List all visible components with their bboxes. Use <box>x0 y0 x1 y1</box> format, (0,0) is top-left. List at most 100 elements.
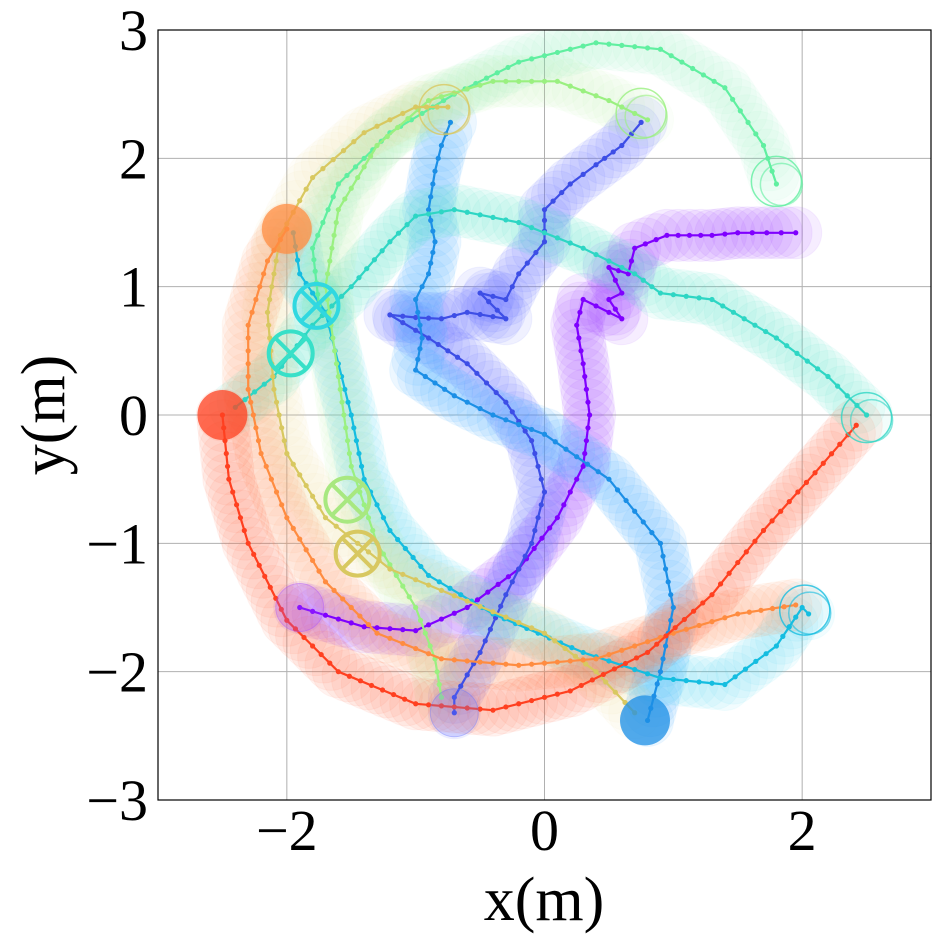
trajectory-point <box>379 687 386 693</box>
trajectory-point <box>292 626 299 632</box>
trajectory-point <box>567 489 573 495</box>
trajectory-point <box>438 616 445 622</box>
trajectory-point <box>329 245 335 251</box>
trajectory-point <box>803 479 810 485</box>
trajectory-point <box>567 83 573 89</box>
trajectory-point <box>760 142 767 149</box>
trajectory-point <box>442 386 448 392</box>
trajectory-point <box>374 142 380 149</box>
trajectory-point <box>464 399 470 405</box>
trajectory-point <box>436 681 442 688</box>
trajectory-point <box>367 153 374 159</box>
y-tick-label: 1 <box>119 255 148 320</box>
trajectory-point <box>644 639 651 645</box>
trajectory-point <box>427 643 433 649</box>
trajectory-point <box>820 460 826 466</box>
trajectory-point <box>773 181 780 187</box>
trajectory-point <box>554 515 560 521</box>
trajectory-point <box>593 656 599 662</box>
trajectory-point <box>541 78 548 84</box>
trajectory-point <box>413 104 419 110</box>
trajectory-point <box>279 425 285 431</box>
trajectory-point <box>482 638 488 644</box>
trajectory-point <box>709 592 715 598</box>
trajectory-point <box>315 291 321 297</box>
trajectory-point <box>593 303 599 309</box>
trajectory-point <box>428 260 434 266</box>
trajectory-point <box>425 335 432 341</box>
trajectory-point <box>541 489 548 495</box>
trajectory-point <box>742 666 749 672</box>
trajectory-point <box>722 615 728 621</box>
trajectory-point <box>387 239 393 245</box>
trajectory-point <box>451 393 457 399</box>
trajectory-point <box>387 635 393 641</box>
trajectory-point <box>335 373 341 380</box>
trajectory-point <box>477 603 483 610</box>
trajectory-point <box>554 235 560 241</box>
trajectory-point <box>303 547 309 553</box>
trajectory-point <box>700 72 706 78</box>
trajectory-point <box>580 296 586 303</box>
goal-circle <box>292 281 341 330</box>
trajectory-point <box>422 630 428 636</box>
trajectory-point <box>464 209 470 215</box>
end-marker-ring <box>787 591 832 635</box>
trajectory-point <box>245 361 251 367</box>
trajectory-point <box>657 669 664 675</box>
trajectory-point <box>657 675 664 681</box>
trajectory-point <box>490 293 496 299</box>
trajectory-point <box>619 290 625 296</box>
trajectory-point <box>633 655 640 661</box>
trajectory-point <box>516 422 522 428</box>
goal-markers <box>266 281 382 578</box>
trajectory-point <box>638 119 644 125</box>
trajectory-point <box>595 469 601 475</box>
trajectory-point <box>781 604 787 610</box>
trajectory-point <box>490 609 496 615</box>
trail-footprint <box>623 30 677 75</box>
trajectory-point <box>348 284 354 290</box>
trajectory-point <box>503 417 509 423</box>
trajectory-point <box>318 651 324 658</box>
trajectory-point <box>261 271 267 277</box>
trajectory-point <box>763 651 769 657</box>
goal-cross <box>340 536 375 571</box>
trajectory-point <box>380 515 387 521</box>
trajectory-point <box>351 425 357 431</box>
trajectory-point <box>690 65 696 72</box>
trajectory-point <box>425 211 432 217</box>
end-marker-ring <box>840 391 893 444</box>
trajectory-point <box>567 181 573 187</box>
trajectory-point <box>252 389 258 395</box>
trail-footprint <box>612 30 666 74</box>
trajectory-point <box>516 566 522 572</box>
trajectory-point <box>529 540 535 546</box>
goal-cross <box>299 289 334 323</box>
trajectory-point <box>438 656 445 662</box>
trajectory-point <box>758 607 764 613</box>
trajectory-point <box>529 625 535 631</box>
trajectory-point <box>828 451 835 457</box>
trajectory-point <box>554 78 560 84</box>
end-marker-filled <box>197 390 248 440</box>
trajectory-point <box>586 412 593 418</box>
trajectory-point <box>804 358 810 364</box>
goal-circle <box>333 529 382 578</box>
trajectory-point <box>773 335 780 341</box>
y-tick-label: 0 <box>119 383 148 448</box>
trajectory-point <box>503 661 509 667</box>
trajectory-point <box>474 597 481 603</box>
trajectory-point <box>393 572 399 579</box>
trajectory-point <box>400 627 406 633</box>
trajectory-point <box>413 296 419 303</box>
trajectory-point <box>503 704 509 710</box>
trajectory-point <box>668 53 674 59</box>
trajectory-point <box>494 307 500 313</box>
trajectory-point <box>696 679 702 685</box>
trajectory-point <box>251 551 257 557</box>
trajectory-point <box>569 645 575 651</box>
trajectory-point <box>297 604 303 611</box>
trajectory-point <box>322 579 329 585</box>
trajectory-point <box>395 230 402 236</box>
